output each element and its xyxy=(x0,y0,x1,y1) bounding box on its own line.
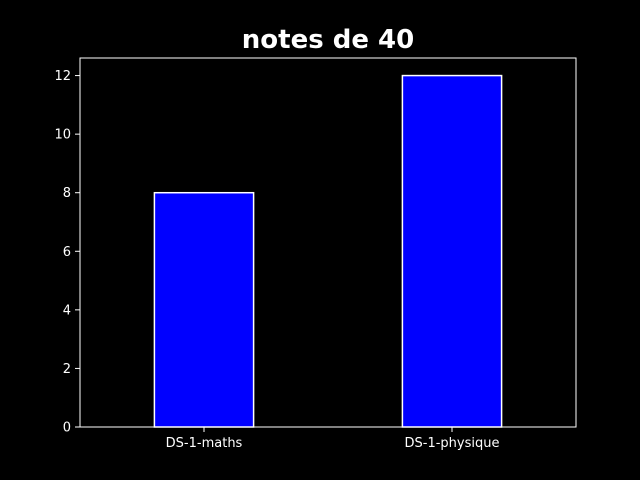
bar-ds-1-maths xyxy=(153,191,255,428)
bar-ds-1-physique xyxy=(401,74,503,428)
y-tick-label: 12 xyxy=(54,69,71,84)
x-tick-label: DS-1-maths xyxy=(166,436,243,451)
x-tick-label: DS-1-physique xyxy=(405,436,500,451)
y-tick-label: 8 xyxy=(63,186,71,201)
y-tick-label: 0 xyxy=(63,421,71,436)
y-axis: 0 2 4 6 8 10 12 xyxy=(54,69,80,436)
y-tick-label: 6 xyxy=(63,245,71,260)
chart-title: notes de 40 xyxy=(242,25,414,55)
y-tick-label: 4 xyxy=(63,303,71,318)
bars-layer xyxy=(153,74,503,428)
y-tick-label: 2 xyxy=(63,362,71,377)
plot-frame xyxy=(79,57,577,428)
x-axis: DS-1-maths DS-1-physique xyxy=(166,427,500,451)
y-tick-label: 10 xyxy=(54,128,71,143)
